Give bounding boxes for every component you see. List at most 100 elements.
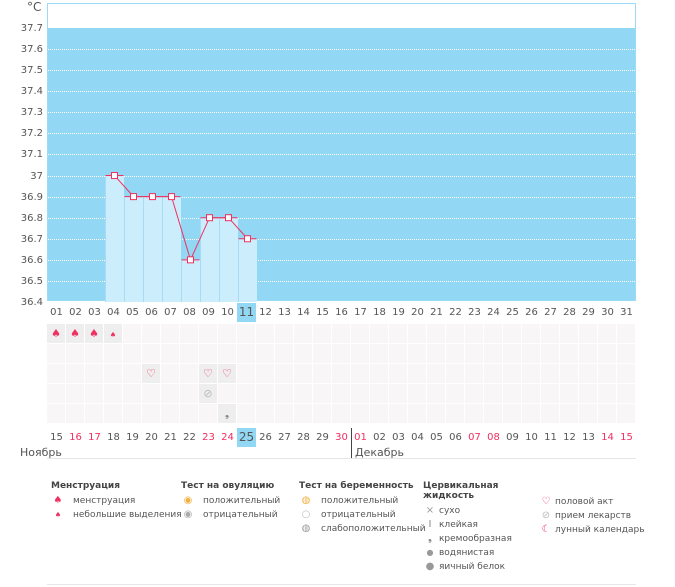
marker-cell[interactable] bbox=[351, 384, 369, 403]
marker-cell[interactable] bbox=[484, 364, 502, 383]
calendar-date[interactable]: 05 bbox=[430, 432, 443, 443]
marker-cell[interactable] bbox=[560, 364, 578, 383]
cycle-day[interactable]: 22 bbox=[449, 307, 462, 318]
marker-cell[interactable] bbox=[123, 404, 141, 423]
marker-cell[interactable] bbox=[161, 324, 179, 343]
marker-cell[interactable] bbox=[408, 324, 426, 343]
marker-cell[interactable] bbox=[218, 344, 236, 363]
calendar-date[interactable]: 22 bbox=[183, 432, 196, 443]
calendar-date[interactable]: 25 bbox=[237, 428, 256, 447]
cycle-day[interactable]: 14 bbox=[297, 307, 310, 318]
cycle-day[interactable]: 27 bbox=[544, 307, 557, 318]
marker-cell[interactable] bbox=[541, 384, 559, 403]
marker-cell[interactable] bbox=[560, 404, 578, 423]
marker-cell[interactable] bbox=[598, 384, 616, 403]
calendar-date[interactable]: 12 bbox=[563, 432, 576, 443]
marker-cell[interactable] bbox=[294, 344, 312, 363]
marker-cell[interactable] bbox=[199, 404, 217, 423]
marker-cell[interactable] bbox=[142, 324, 160, 343]
calendar-date[interactable]: 15 bbox=[50, 432, 63, 443]
cycle-day[interactable]: 20 bbox=[411, 307, 424, 318]
cycle-day[interactable]: 08 bbox=[183, 307, 196, 318]
marker-cell[interactable] bbox=[313, 384, 331, 403]
cycle-day[interactable]: 17 bbox=[354, 307, 367, 318]
marker-cell[interactable] bbox=[47, 384, 65, 403]
marker-cell[interactable] bbox=[180, 364, 198, 383]
calendar-date[interactable]: 07 bbox=[468, 432, 481, 443]
cycle-day[interactable]: 06 bbox=[145, 307, 158, 318]
marker-cell[interactable] bbox=[446, 364, 464, 383]
marker-cell[interactable] bbox=[66, 384, 84, 403]
cycle-day[interactable]: 01 bbox=[50, 307, 63, 318]
marker-cell[interactable]: ♠ bbox=[47, 324, 65, 343]
marker-cell[interactable] bbox=[199, 324, 217, 343]
marker-cell[interactable] bbox=[522, 324, 540, 343]
marker-cell[interactable] bbox=[598, 344, 616, 363]
calendar-date[interactable]: 17 bbox=[88, 432, 101, 443]
marker-cell[interactable] bbox=[351, 324, 369, 343]
marker-cell[interactable] bbox=[560, 324, 578, 343]
calendar-date[interactable]: 03 bbox=[392, 432, 405, 443]
temperature-point[interactable] bbox=[168, 193, 175, 201]
calendar-date[interactable]: 08 bbox=[487, 432, 500, 443]
marker-cell[interactable]: ♠ bbox=[104, 324, 122, 343]
marker-cell[interactable] bbox=[446, 344, 464, 363]
marker-cell[interactable] bbox=[446, 384, 464, 403]
temperature-point[interactable] bbox=[244, 235, 251, 243]
marker-cell[interactable] bbox=[370, 404, 388, 423]
temperature-point[interactable] bbox=[206, 214, 213, 222]
marker-cell[interactable] bbox=[598, 364, 616, 383]
marker-cell[interactable] bbox=[351, 364, 369, 383]
calendar-date[interactable]: 23 bbox=[202, 432, 215, 443]
marker-cell[interactable]: ♠ bbox=[85, 324, 103, 343]
marker-cell[interactable] bbox=[180, 344, 198, 363]
marker-cell[interactable] bbox=[617, 364, 635, 383]
marker-cell[interactable]: ♡ bbox=[199, 364, 217, 383]
marker-cell[interactable] bbox=[598, 404, 616, 423]
calendar-date[interactable]: 26 bbox=[259, 432, 272, 443]
marker-cell[interactable] bbox=[142, 384, 160, 403]
marker-cell[interactable] bbox=[579, 384, 597, 403]
cycle-day[interactable]: 13 bbox=[278, 307, 291, 318]
marker-cell[interactable] bbox=[560, 344, 578, 363]
marker-cell[interactable] bbox=[313, 344, 331, 363]
marker-cell[interactable]: ♡ bbox=[142, 364, 160, 383]
marker-cell[interactable] bbox=[237, 324, 255, 343]
marker-cell[interactable] bbox=[617, 324, 635, 343]
marker-cell[interactable] bbox=[465, 344, 483, 363]
marker-cell[interactable] bbox=[408, 364, 426, 383]
marker-cell[interactable] bbox=[47, 404, 65, 423]
calendar-date[interactable]: 11 bbox=[544, 432, 557, 443]
cycle-day[interactable]: 16 bbox=[335, 307, 348, 318]
marker-cell[interactable] bbox=[47, 344, 65, 363]
marker-cell[interactable] bbox=[85, 384, 103, 403]
marker-cell[interactable] bbox=[85, 344, 103, 363]
marker-cell[interactable] bbox=[484, 344, 502, 363]
calendar-date[interactable]: 01 bbox=[354, 432, 367, 443]
marker-cell[interactable]: ❟ bbox=[218, 404, 236, 423]
marker-cell[interactable] bbox=[123, 364, 141, 383]
marker-cell[interactable] bbox=[237, 344, 255, 363]
marker-cell[interactable]: ♡ bbox=[218, 364, 236, 383]
cycle-day[interactable]: 28 bbox=[563, 307, 576, 318]
cycle-day[interactable]: 21 bbox=[430, 307, 443, 318]
marker-cell[interactable] bbox=[142, 344, 160, 363]
marker-cell[interactable] bbox=[104, 364, 122, 383]
marker-cell[interactable] bbox=[541, 324, 559, 343]
marker-cell[interactable] bbox=[104, 404, 122, 423]
marker-cell[interactable] bbox=[427, 404, 445, 423]
cycle-day[interactable]: 23 bbox=[468, 307, 481, 318]
calendar-date[interactable]: 21 bbox=[164, 432, 177, 443]
calendar-date[interactable]: 30 bbox=[335, 432, 348, 443]
marker-cell[interactable] bbox=[47, 364, 65, 383]
marker-cell[interactable] bbox=[161, 384, 179, 403]
marker-cell[interactable] bbox=[579, 364, 597, 383]
calendar-date[interactable]: 24 bbox=[221, 432, 234, 443]
marker-cell[interactable] bbox=[465, 404, 483, 423]
marker-cell[interactable] bbox=[465, 384, 483, 403]
calendar-date[interactable]: 06 bbox=[449, 432, 462, 443]
marker-cell[interactable] bbox=[446, 324, 464, 343]
marker-cell[interactable] bbox=[332, 364, 350, 383]
cycle-day[interactable]: 15 bbox=[316, 307, 329, 318]
marker-cell[interactable] bbox=[180, 404, 198, 423]
